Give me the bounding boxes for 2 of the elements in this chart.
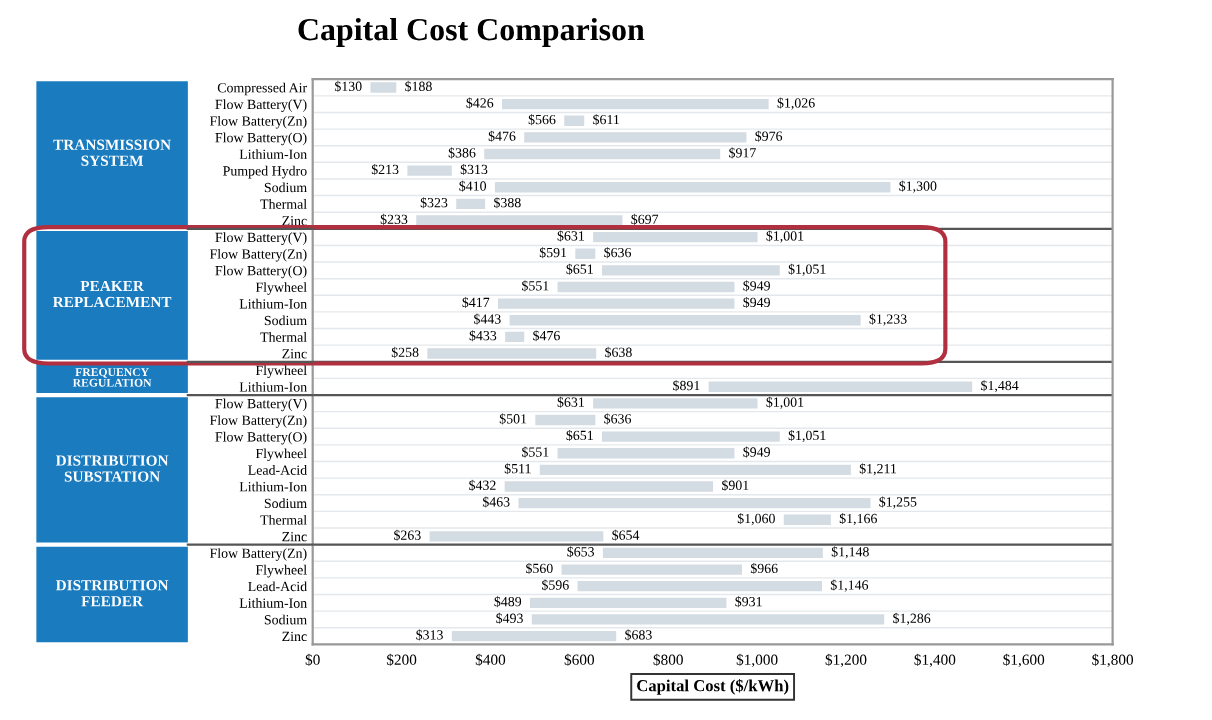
x-axis-title: Capital Cost ($/kWh) bbox=[637, 679, 789, 695]
chart-title: Capital Cost Comparison bbox=[298, 17, 645, 47]
